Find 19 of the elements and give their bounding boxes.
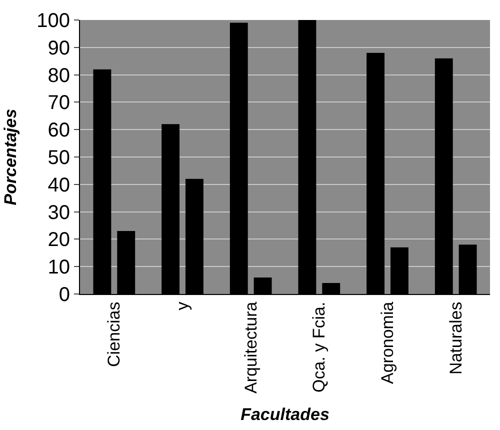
y-tick-label: 90	[48, 37, 70, 60]
y-tick-label: 0	[58, 284, 70, 306]
y-tick-label: 20	[48, 229, 70, 252]
y-tick-label: 70	[48, 92, 70, 114]
y-axis-title: Porcentajes	[1, 108, 20, 206]
x-tick-label: Qca. y Fcia.	[310, 302, 329, 392]
x-tick-label: Arquitectura	[241, 301, 260, 394]
y-tick-label: 80	[48, 64, 70, 87]
y-tick-label: 40	[48, 174, 70, 196]
y-tick-label: 50	[48, 147, 70, 169]
x-tick-label: y	[173, 301, 192, 310]
x-tick-label: Ciencias	[104, 302, 124, 368]
x-tick-label: Agronomia	[378, 301, 398, 384]
x-tick-label: Naturales	[446, 302, 466, 375]
y-tick-label: 30	[48, 202, 70, 224]
y-tick-label: 60	[48, 120, 70, 142]
y-tick-label: 100	[36, 10, 70, 32]
y-tick-label: 10	[48, 256, 70, 279]
x-axis-title: Facultades	[240, 404, 330, 424]
